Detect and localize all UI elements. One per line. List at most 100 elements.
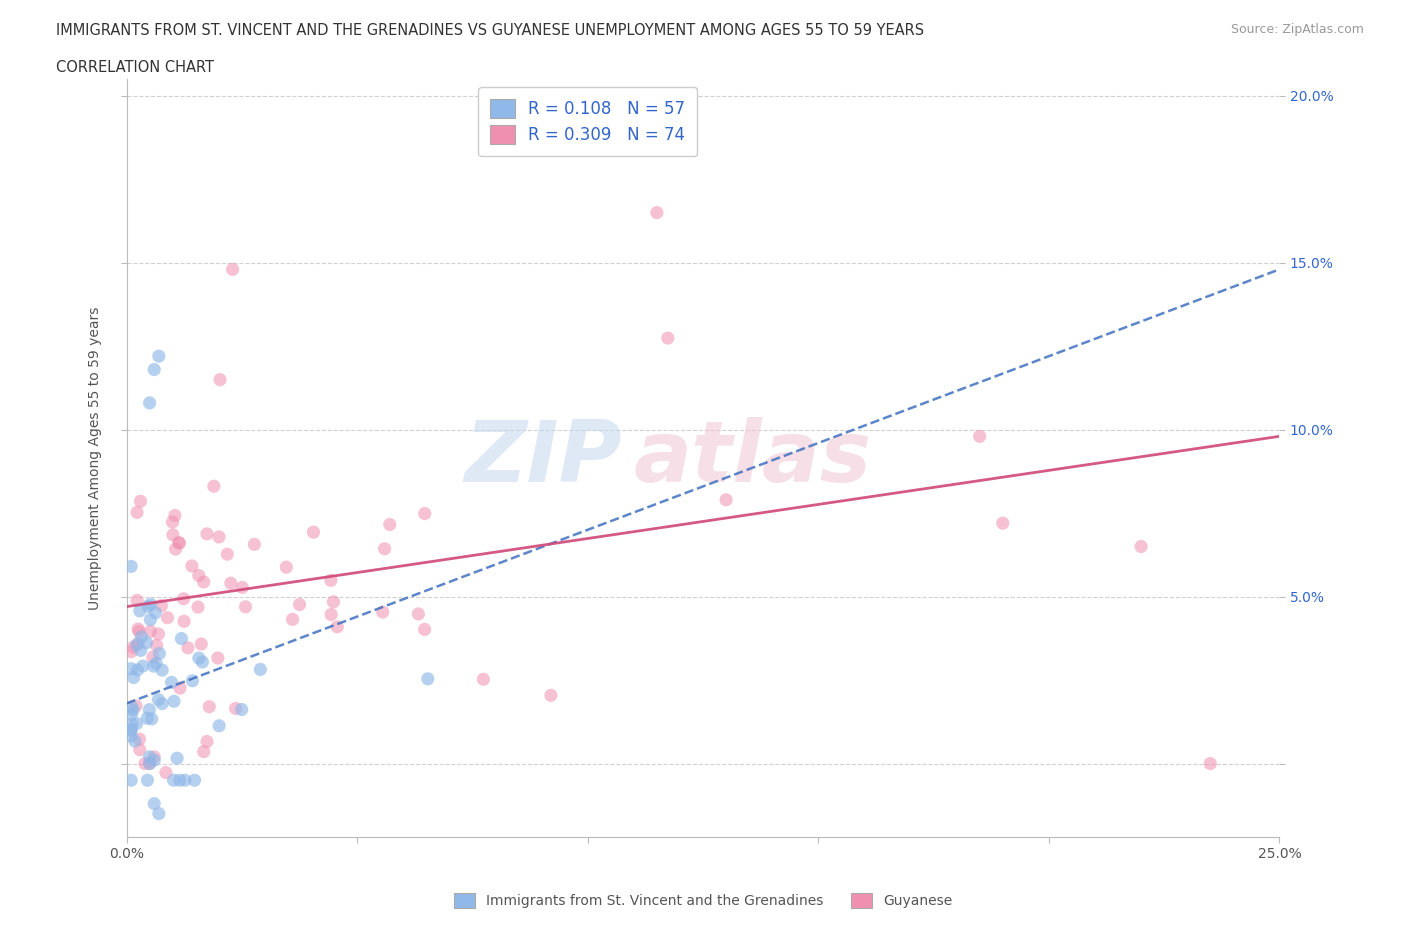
Point [138, 395, 160, 410]
Point [150, 598, 173, 613]
Point [131, 630, 153, 644]
Point [472, 671, 495, 686]
Point [143, 362, 166, 377]
Point [657, 330, 679, 345]
Point [138, 756, 160, 771]
Point [231, 702, 253, 717]
Point [195, 734, 218, 749]
Point [183, 773, 205, 788]
Point [177, 641, 200, 656]
Point [122, 703, 145, 718]
Point [162, 514, 184, 529]
Point [319, 573, 342, 588]
Point [162, 773, 184, 788]
Point [166, 751, 188, 765]
Point [124, 734, 146, 749]
Point [165, 541, 187, 556]
Point [187, 600, 209, 615]
Point [187, 651, 209, 666]
Point [141, 711, 163, 726]
Point [125, 698, 148, 713]
Point [208, 372, 231, 387]
Point [169, 536, 191, 551]
Point [120, 644, 142, 659]
Point [991, 516, 1014, 531]
Text: IMMIGRANTS FROM ST. VINCENT AND THE GRENADINES VS GUYANESE UNEMPLOYMENT AMONG AG: IMMIGRANTS FROM ST. VINCENT AND THE GREN… [56, 23, 924, 38]
Point [1199, 756, 1222, 771]
Point [302, 525, 325, 539]
Text: Source: ZipAtlas.com: Source: ZipAtlas.com [1230, 23, 1364, 36]
Point [288, 597, 311, 612]
Point [148, 692, 170, 707]
Point [148, 806, 170, 821]
Point [139, 597, 162, 612]
Y-axis label: Unemployment Among Ages 55 to 59 years: Unemployment Among Ages 55 to 59 years [89, 306, 103, 610]
Point [371, 604, 394, 619]
Point [181, 673, 204, 688]
Point [143, 750, 166, 764]
Point [208, 718, 231, 733]
Point [150, 663, 173, 678]
Point [150, 697, 173, 711]
Point [145, 638, 167, 653]
Point [135, 635, 157, 650]
Point [122, 670, 145, 684]
Point [217, 547, 239, 562]
Point [207, 651, 229, 666]
Point [193, 744, 215, 759]
Point [121, 717, 143, 732]
Point [163, 694, 186, 709]
Point [148, 646, 170, 661]
Point [142, 650, 165, 665]
Point [125, 505, 148, 520]
Point [202, 479, 225, 494]
Point [145, 656, 167, 671]
Point [243, 537, 266, 551]
Point [121, 699, 143, 714]
Point [169, 681, 191, 696]
Point [321, 607, 343, 622]
Point [120, 729, 142, 744]
Point [120, 661, 142, 676]
Point [413, 622, 436, 637]
Legend: Immigrants from St. Vincent and the Grenadines, Guyanese: Immigrants from St. Vincent and the Gren… [449, 887, 957, 913]
Point [169, 773, 191, 788]
Point [148, 349, 170, 364]
Point [645, 206, 668, 220]
Point [225, 701, 247, 716]
Point [231, 580, 253, 595]
Point [714, 492, 737, 507]
Point [125, 716, 148, 731]
Point [145, 605, 167, 620]
Point [162, 527, 184, 542]
Point [167, 535, 190, 550]
Point [127, 593, 149, 608]
Point [170, 631, 193, 646]
Text: CORRELATION CHART: CORRELATION CHART [56, 60, 214, 75]
Point [128, 732, 150, 747]
Point [138, 750, 160, 764]
Point [143, 796, 166, 811]
Point [127, 636, 149, 651]
Point [408, 606, 430, 621]
Point [120, 723, 142, 737]
Point [138, 756, 160, 771]
Point [378, 517, 401, 532]
Point [134, 756, 156, 771]
Point [148, 627, 170, 642]
Point [193, 575, 215, 590]
Point [132, 658, 155, 673]
Point [128, 742, 150, 757]
Point [198, 699, 221, 714]
Point [180, 559, 202, 574]
Point [374, 541, 396, 556]
Point [128, 624, 150, 639]
Point [540, 688, 562, 703]
Point [122, 640, 145, 655]
Point [139, 612, 162, 627]
Point [195, 526, 218, 541]
Point [173, 773, 195, 788]
Point [191, 655, 214, 670]
Point [129, 643, 152, 658]
Point [160, 675, 183, 690]
